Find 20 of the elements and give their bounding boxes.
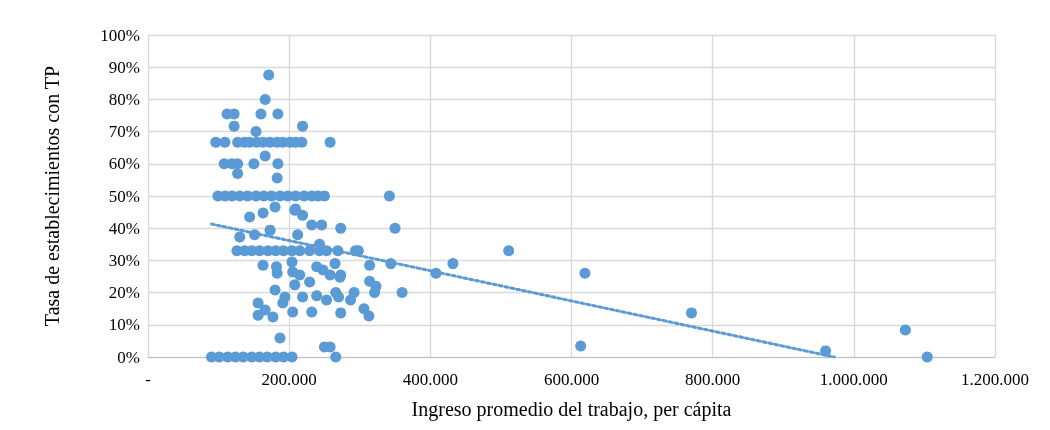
x-tick-label: 400.000 xyxy=(402,370,458,389)
x-tick-label: 600.000 xyxy=(543,370,600,389)
y-axis-title: Tasa de establecimientos con TP xyxy=(41,65,63,327)
x-tick-label: 200.000 xyxy=(261,370,317,389)
x-tick-label: 1.000.000 xyxy=(819,370,888,389)
x-tick-label: 800.000 xyxy=(685,370,741,389)
y-tick-label: 100% xyxy=(100,25,140,45)
y-tick-label: 10% xyxy=(108,315,140,335)
y-tick-label: 80% xyxy=(108,89,140,109)
y-tick-label: 90% xyxy=(108,57,140,77)
y-tick-label: 50% xyxy=(108,186,140,206)
y-tick-label: 70% xyxy=(108,122,140,142)
x-axis-title: Ingreso promedio del trabajo, per cápita xyxy=(411,398,732,421)
y-tick-label: 20% xyxy=(108,283,140,303)
x-tick-label: - xyxy=(145,370,152,389)
y-tick-label: 60% xyxy=(108,154,140,174)
y-tick-label: 40% xyxy=(108,218,140,238)
x-tick-label: 1.200.000 xyxy=(961,370,1029,389)
y-tick-label: 30% xyxy=(108,250,140,270)
y-tick-label: 0% xyxy=(117,347,140,367)
